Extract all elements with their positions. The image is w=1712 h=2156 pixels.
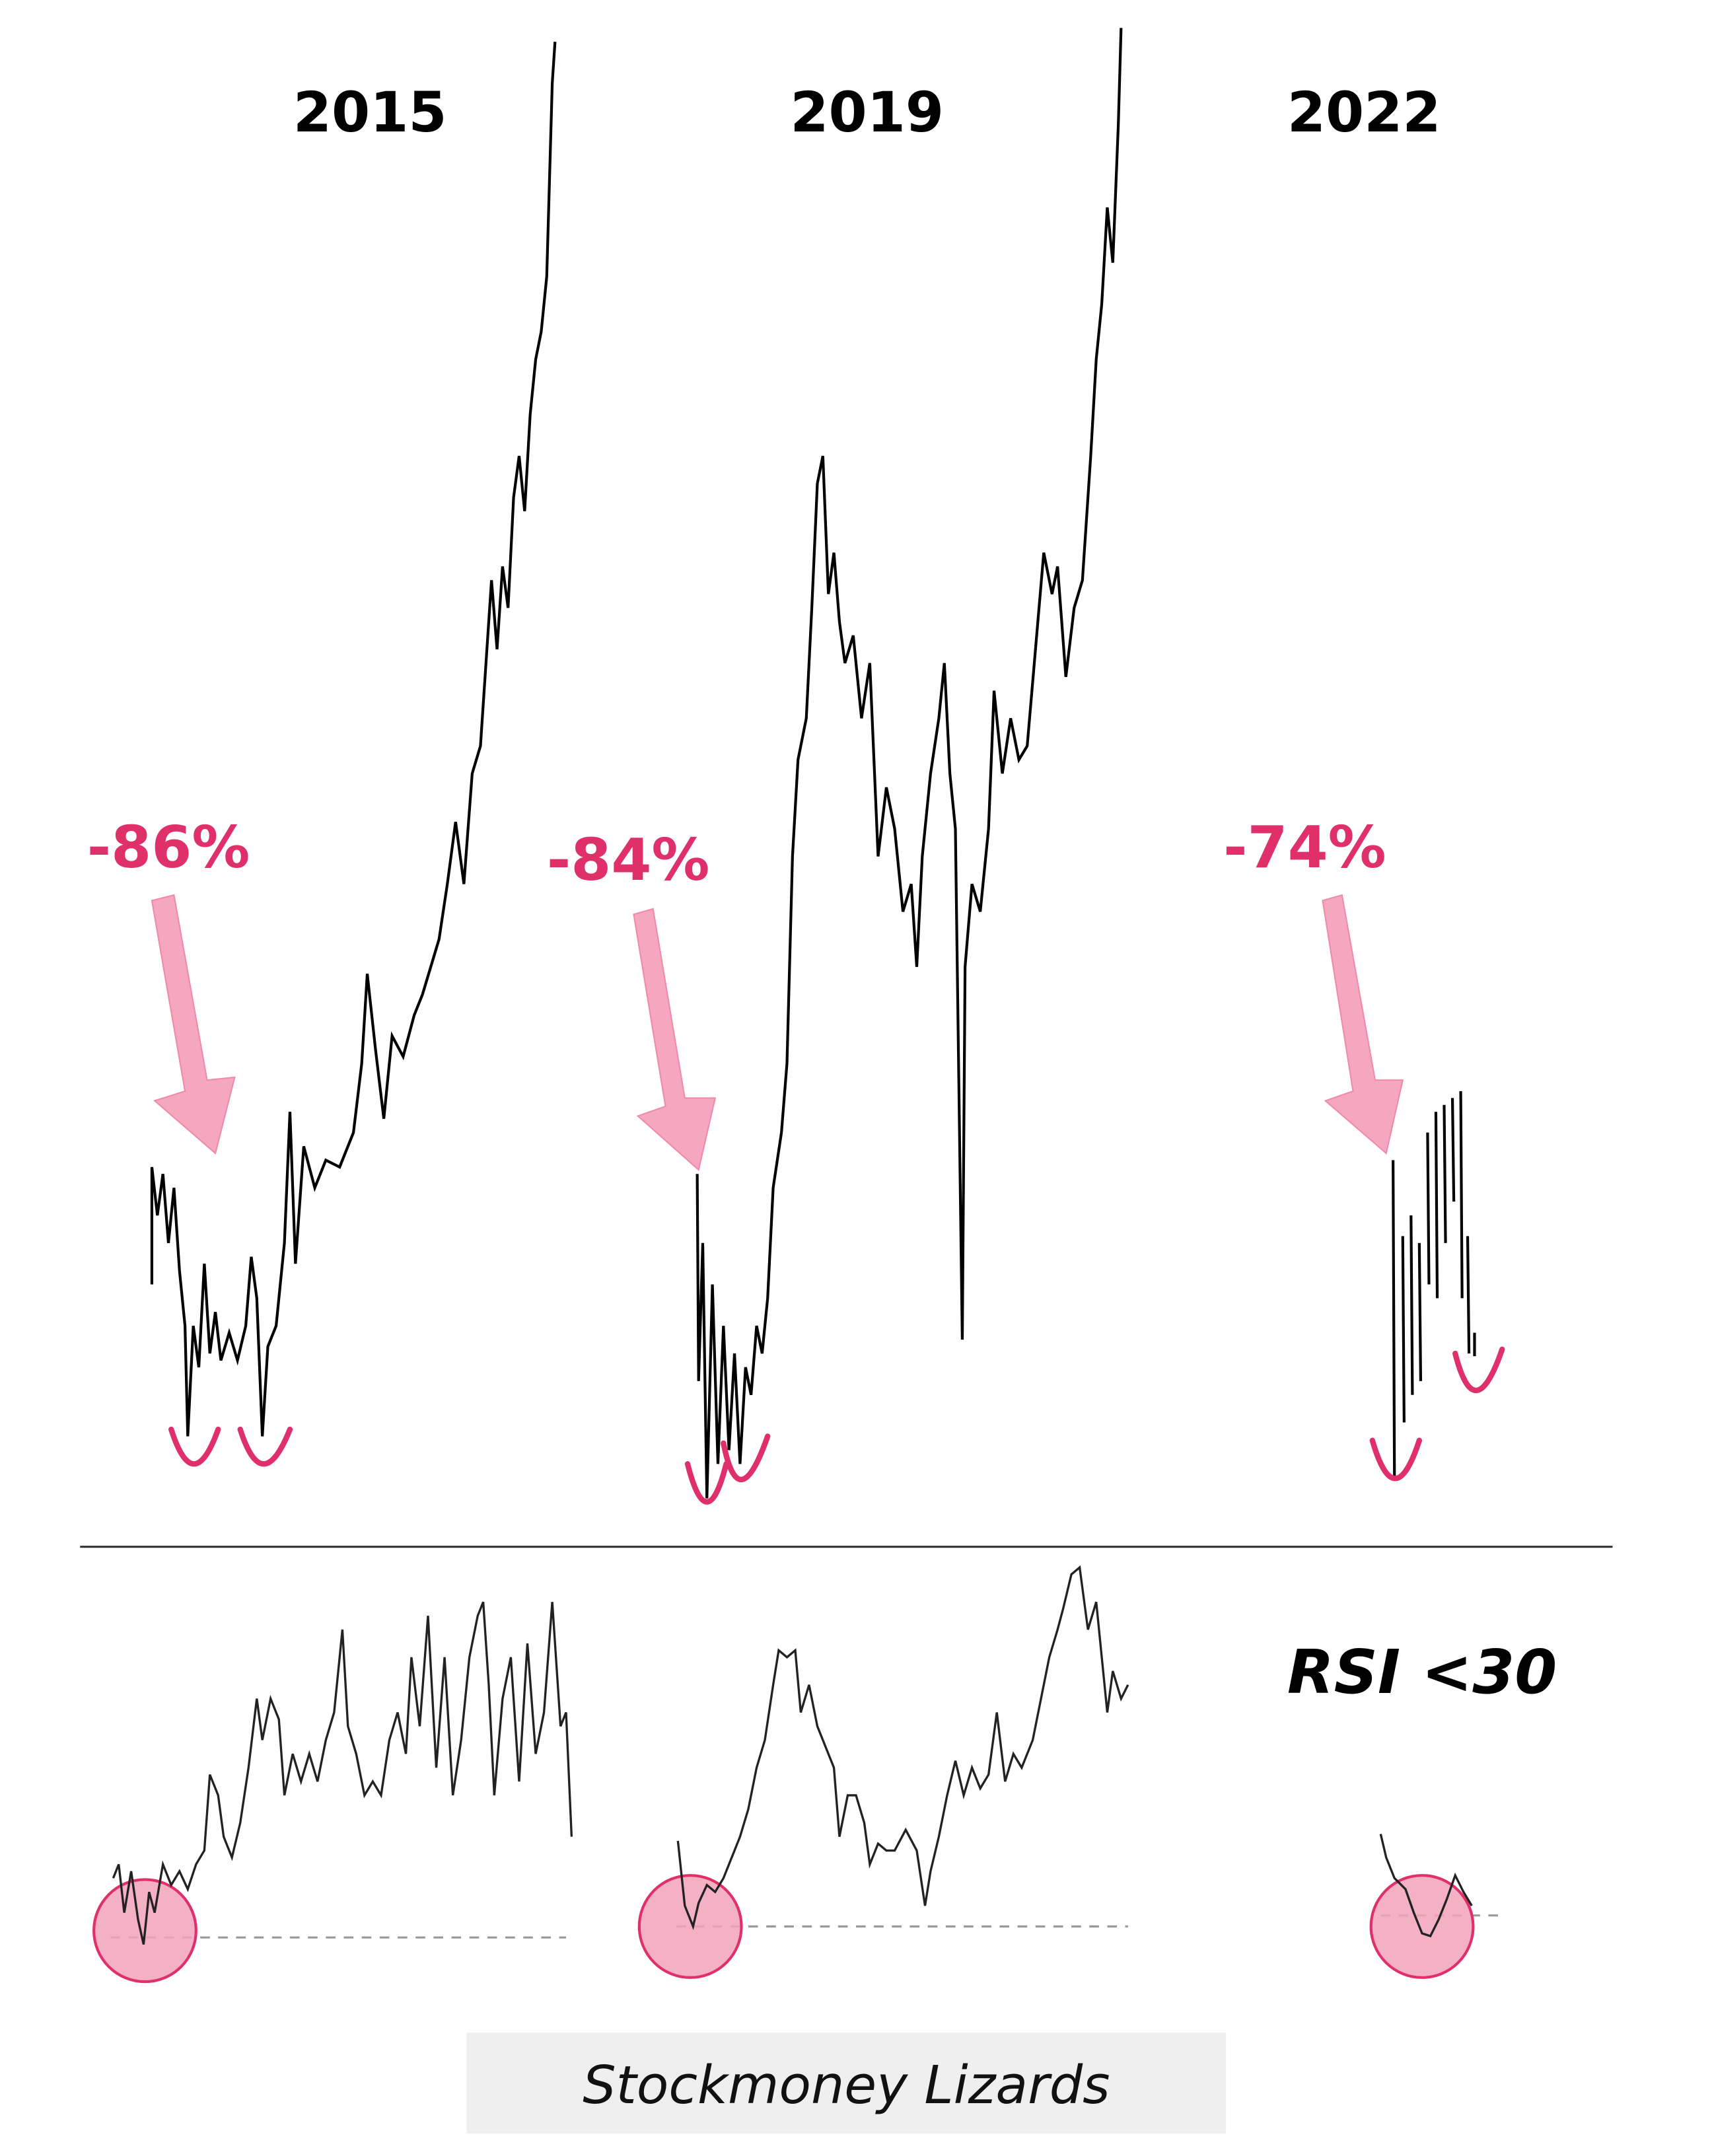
bottom-mark: [721, 1433, 771, 1482]
price-bar: [1417, 1242, 1423, 1381]
price-bar: [1409, 1215, 1414, 1395]
price-bar: [1426, 1132, 1431, 1285]
bottom-mark: [237, 1426, 293, 1467]
year-label: 2022: [1287, 80, 1441, 145]
price-bar: [1450, 1098, 1456, 1202]
drawdown-label: -84%: [547, 826, 710, 894]
price-bar: [1459, 1091, 1464, 1299]
price-bars-2022: [1392, 1091, 1476, 1478]
arrow: [151, 894, 236, 1155]
arrow: [633, 908, 717, 1171]
price-bar: [1466, 1236, 1471, 1354]
price-bar: [1443, 1104, 1447, 1243]
rsi-highlight: [1369, 1874, 1475, 1979]
drawdown-label: -74%: [1223, 814, 1386, 881]
bottom-mark: [1452, 1346, 1505, 1394]
bottom-mark: [168, 1426, 221, 1467]
year-label: 2019: [790, 80, 944, 145]
rsi-line-2015: [112, 1601, 573, 1945]
price-bar: [1434, 1112, 1439, 1299]
price-line-2019: [696, 28, 1123, 1499]
arrow: [1322, 894, 1404, 1155]
labels: 2015 2019 2022 -86% -84% -74% RSI <30: [87, 80, 1557, 1707]
price-charts: [150, 28, 1476, 1499]
price-bar: [1392, 1160, 1396, 1478]
bottom-mark: [1369, 1437, 1423, 1482]
drawdown-label: -86%: [87, 814, 250, 881]
year-label: 2015: [293, 80, 447, 145]
rsi-line-2019: [676, 1565, 1129, 1931]
watermark-box: [466, 2032, 1227, 2134]
watermark-text: Stockmoney Lizards: [583, 2054, 1110, 2116]
rsi-highlight: [637, 1874, 743, 1979]
rsi-label: RSI <30: [1287, 1637, 1557, 1707]
bottom-marks: [168, 1346, 1505, 1505]
rsi-line-2022: [1379, 1834, 1473, 1938]
rsi-panels: [92, 1565, 1505, 1984]
price-bar: [1401, 1236, 1406, 1423]
watermark: Stockmoney Lizards: [466, 2032, 1227, 2134]
price-line-2015: [150, 42, 557, 1437]
arrows: [151, 894, 1404, 1171]
bottom-mark: [684, 1461, 729, 1505]
